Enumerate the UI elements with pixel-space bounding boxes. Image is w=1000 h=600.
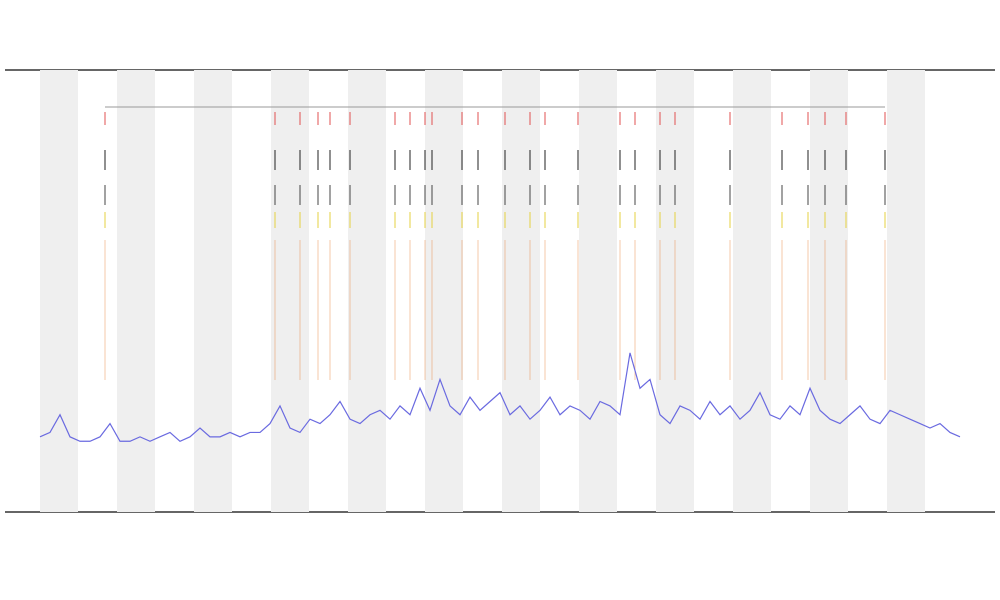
trace-line (39, 352, 961, 442)
background-bands (40, 70, 925, 512)
event-lines (104, 112, 886, 380)
band (40, 70, 78, 512)
band (425, 70, 463, 512)
band (810, 70, 848, 512)
band (348, 70, 386, 512)
band (733, 70, 771, 512)
band (117, 70, 155, 512)
band (271, 70, 309, 512)
band (194, 70, 232, 512)
trace-group (39, 352, 961, 442)
band (887, 70, 925, 512)
band (502, 70, 540, 512)
band (579, 70, 617, 512)
